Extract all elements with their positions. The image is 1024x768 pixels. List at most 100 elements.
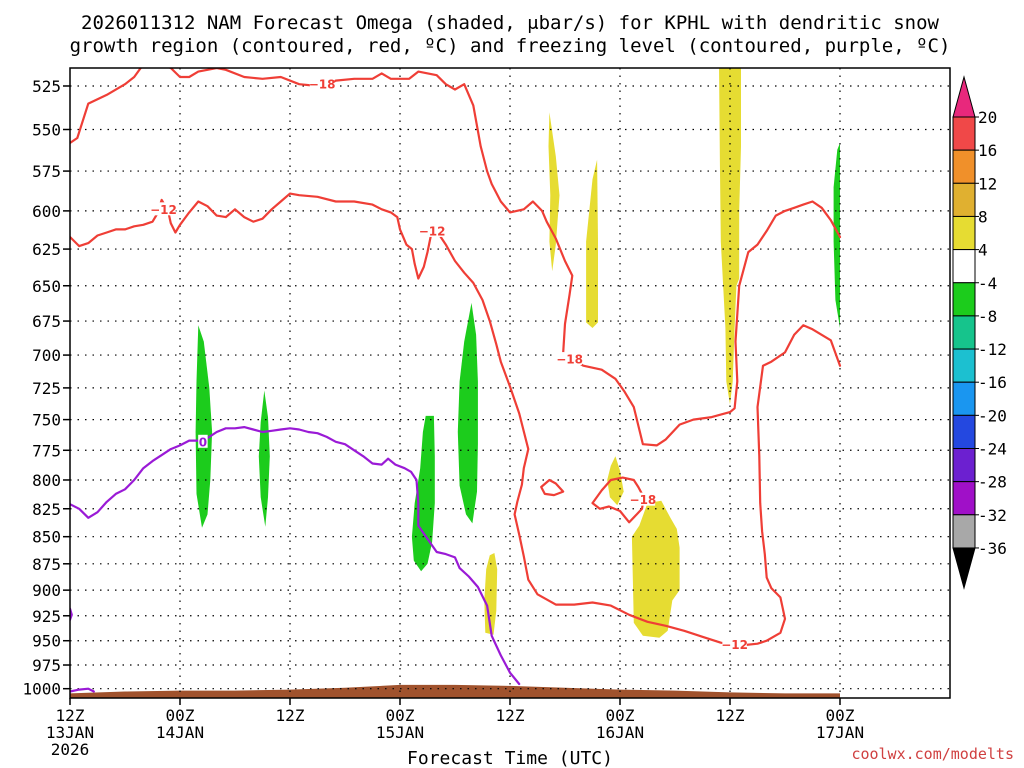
y-tick-label-575: 575 (32, 162, 61, 181)
y-tick-label-925: 925 (32, 607, 61, 626)
colorbar-bin-12-to-16 (952, 149, 976, 184)
colorbar-bin--4-to-4 (952, 249, 976, 284)
x-tick-label-60-1: 00Z (606, 706, 635, 725)
x-tick-label-0-3: 2026 (51, 740, 90, 759)
green-omega-hour-43 (457, 302, 478, 524)
contour-label-bg-6 (198, 434, 208, 448)
y-tick-label-725: 725 (32, 379, 61, 398)
x-tick-label-0-1: 12Z (56, 706, 85, 725)
y-tick-label-950: 950 (32, 632, 61, 651)
contour-label-5: −12 (721, 638, 748, 652)
yellow-omega-hour-63 (631, 500, 680, 638)
colorbar-label-4: 4 (978, 241, 988, 260)
dgz-loop-small (540, 478, 565, 497)
colorbar-bin-4-to-8 (952, 215, 976, 251)
contour-label-bg-5 (722, 637, 747, 651)
contour-label-layer: −18 −12 −12 −18 −18 −12 0 (150, 77, 748, 652)
y-tick-label-750: 750 (32, 411, 61, 430)
y-tick-label-675: 675 (32, 312, 61, 331)
y-axis: 525 550 575 600 625 650 675 700 725 750 775 800 825 8… (22, 77, 70, 699)
colorbar-bin--24-to--20 (952, 414, 976, 450)
y-tick-label-775: 775 (32, 441, 61, 460)
colorbar-label-8: -16 (978, 373, 1007, 392)
colorbar-bin--20-to--16 (952, 381, 976, 416)
yellow-omega-hour-72 (719, 68, 741, 405)
freezing-level (70, 426, 521, 686)
y-tick-label-525: 525 (32, 77, 61, 96)
colorbar-label-10: -24 (978, 440, 1007, 459)
plot-area: −18 −12 −12 −18 −18 −12 0 (69, 67, 951, 699)
colorbar-label-7: -12 (978, 340, 1007, 359)
terrain-fill (70, 684, 840, 698)
colorbar-bin--28-to--24 (952, 448, 976, 483)
contour-label-0: −18 (309, 78, 336, 92)
x-tick-label-72-1: 12Z (716, 706, 745, 725)
contour-label-6: 0 (199, 435, 207, 449)
y-tick-label-625: 625 (32, 240, 61, 259)
dgz-middle-minus12 (70, 192, 842, 647)
colorbar-label-2: 12 (978, 174, 997, 193)
colorbar-bin-16-to-20 (952, 116, 976, 151)
x-tick-label-84-2: 17JAN (816, 723, 864, 742)
contour-label-bg-2 (419, 223, 445, 237)
x-tick-label-12-2: 14JAN (156, 723, 204, 742)
x-tick-label-12-1: 00Z (166, 706, 195, 725)
contour-label-4: −18 (630, 493, 657, 507)
green-omega-hour-21 (258, 390, 270, 527)
y-tick-label-900: 900 (32, 581, 61, 600)
x-tick-label-36-1: 00Z (386, 706, 415, 725)
colorbar-label-12: -32 (978, 506, 1007, 525)
colorbar-label-13: -36 (978, 539, 1007, 558)
green-omega-hour-38 (411, 415, 435, 572)
green-omega-hour-14 (195, 325, 213, 528)
y-tick-label-825: 825 (32, 500, 61, 519)
x-tick-label-0-2: 13JAN (46, 723, 94, 742)
chart-title-line-2: growth region (contoured, red, ºC) and f… (70, 35, 951, 57)
contour-label-3: −18 (556, 353, 583, 367)
x-tick-label-60-2: 16JAN (596, 723, 644, 742)
colorbar-label-6: -8 (978, 307, 997, 326)
colorbar-bin--16-to--12 (952, 348, 976, 383)
colorbar: 20 16 12 8 4 -4 -8 -12 -16 -20 -24 -28 -32 -36 (952, 75, 1007, 590)
contour-label-bg-0 (309, 77, 335, 91)
colorbar-label-9: -20 (978, 406, 1007, 425)
colorbar-label-11: -28 (978, 473, 1007, 492)
contour-label-bg-4 (630, 492, 656, 506)
colorbar-bin--40-to--36 (952, 547, 976, 590)
chart-title-line-1: 2026011312 NAM Forecast Omega (shaded, μ… (81, 12, 939, 34)
colorbar-bin--12-to--8 (952, 315, 976, 350)
colorbar-bin--8-to--4 (952, 282, 976, 317)
gridlines (70, 68, 950, 698)
colorbar-bin-8-to-12 (952, 182, 976, 217)
x-tick-label-36-2: 15JAN (376, 723, 424, 742)
y-tick-label-875: 875 (32, 555, 61, 574)
green-omega-right-edge (833, 143, 840, 328)
x-tick-label-24-1: 12Z (276, 706, 305, 725)
y-tick-label-700: 700 (32, 346, 61, 365)
colorbar-bin--36-to--32 (952, 514, 976, 549)
freezing-level-bottom-fragment (70, 687, 95, 693)
terrain-layer (70, 684, 840, 698)
x-axis-label: Forecast Time (UTC) (407, 748, 613, 768)
y-tick-label-600: 600 (32, 202, 61, 221)
contour-label-bg-3 (557, 352, 582, 366)
colorbar-label-1: 16 (978, 141, 997, 160)
y-tick-label-550: 550 (32, 121, 61, 140)
colorbar-bin-20-to-24 (952, 75, 976, 118)
contour-label-bg-1 (151, 202, 176, 216)
y-tick-label-975: 975 (32, 656, 61, 675)
colorbar-label-5: -4 (978, 274, 997, 293)
yellow-omega-hour-59 (607, 456, 624, 506)
contour-label-2: −12 (419, 224, 446, 238)
y-tick-label-850: 850 (32, 528, 61, 547)
y-tick-label-1000: 1000 (22, 680, 61, 699)
contour-label-1: −12 (150, 203, 177, 217)
colorbar-bin--32-to--28 (952, 481, 976, 516)
x-tick-label-48-1: 12Z (496, 706, 525, 725)
colorbar-label-0: 20 (978, 108, 997, 127)
y-tick-label-800: 800 (32, 471, 61, 490)
x-tick-label-84-1: 00Z (826, 706, 855, 725)
credit-text: coolwx.com/modelts (851, 745, 1014, 763)
